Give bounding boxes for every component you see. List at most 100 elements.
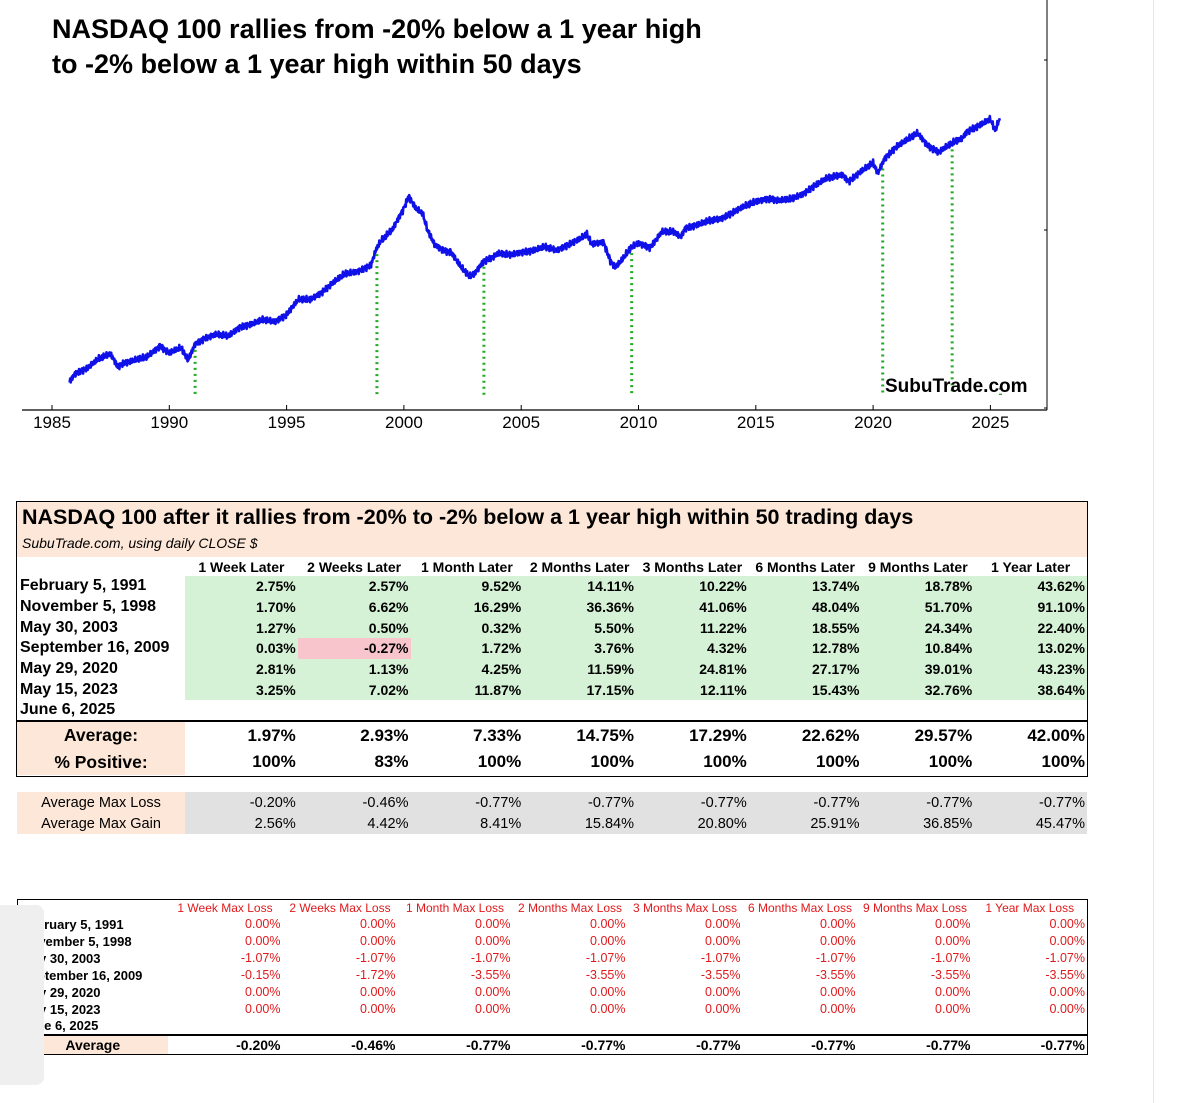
loss-cell: 0.00%	[1049, 917, 1085, 931]
return-cell	[974, 700, 1087, 721]
loss-col-header-9-months-max-loss: 9 Months Max Loss	[862, 900, 968, 915]
return-cell: 2.57%	[297, 576, 411, 597]
loss-cell: -1.07%	[1045, 951, 1085, 965]
loss-col-header-2-weeks-max-loss: 2 Weeks Max Loss	[289, 900, 391, 915]
return-cell	[411, 700, 524, 721]
chart-watermark: SubuTrade.com	[885, 376, 1028, 397]
loss-col-header-3-months-max-loss: 3 Months Max Loss	[632, 900, 738, 915]
x-tick-label-2010: 2010	[620, 413, 658, 432]
loss-average-cell: -0.20%	[236, 1036, 281, 1053]
loss-cell: 0.00%	[245, 917, 281, 931]
return-cell: 18.55%	[748, 617, 862, 639]
return-cell: 11.87%	[410, 679, 524, 701]
average-max-loss-cell: -0.77%	[748, 792, 862, 813]
table-row: May 15, 2023 3.25% 7.02% 11.87% 17.15% 12.11%…	[17, 679, 1087, 701]
return-cell: 12.78%	[748, 638, 862, 659]
loss-cell: 0.00%	[475, 985, 511, 999]
header-blank	[17, 557, 185, 576]
side-panel-tab[interactable]	[0, 905, 44, 1085]
x-tick-label-2015: 2015	[737, 413, 775, 432]
col-header-9-months-later: 9 Months Later	[868, 558, 968, 575]
col-header-2-weeks-later: 2 Weeks Later	[307, 558, 402, 575]
return-cell: 18.78%	[861, 576, 975, 597]
average-max-loss-cell: -0.77%	[861, 792, 975, 813]
return-cell: 38.64%	[974, 679, 1087, 701]
row-date: November 5, 1998	[20, 598, 157, 616]
loss-col-header-1-year-max-loss: 1 Year Max Loss	[985, 900, 1075, 915]
loss-row-date: February 5, 1991	[21, 916, 124, 932]
return-cell: 11.59%	[523, 658, 636, 680]
loss-average-cell: -0.77%	[696, 1036, 741, 1053]
loss-cell: 0.00%	[1049, 985, 1085, 999]
x-tick-label-2000: 2000	[385, 413, 423, 432]
positive-cell: 100%	[252, 752, 296, 772]
loss-table-row: November 5, 1998 0.00% 0.00% 0.00% 0.00% 0.00…	[18, 933, 1088, 950]
loss-cell: 0.00%	[935, 1002, 971, 1016]
return-cell: 11.22%	[636, 617, 749, 639]
col-header-3-months-later: 3 Months Later	[642, 558, 743, 575]
x-tick-label-2005: 2005	[502, 413, 540, 432]
row-date: May 15, 2023	[20, 680, 118, 698]
average-max-loss-cell: -0.77%	[636, 792, 749, 813]
loss-cell: 0.00%	[820, 1002, 856, 1016]
summary-title-bar	[17, 502, 1087, 557]
signal-lines-group	[193, 149, 1002, 395]
return-cell: 43.23%	[974, 658, 1087, 680]
loss-cell: -0.15%	[240, 968, 281, 982]
return-cell	[862, 700, 975, 721]
average-max-gain-cell: 45.47%	[974, 813, 1087, 834]
average-cell: 1.97%	[247, 725, 296, 745]
max-loss-gain-table: Average Max Loss -0.20% -0.46% -0.77% -0.77%…	[17, 792, 1087, 834]
loss-col-header-6-months-max-loss: 6 Months Max Loss	[747, 900, 853, 915]
loss-cell: 0.00%	[1049, 1002, 1085, 1016]
x-tick-label-1990: 1990	[150, 413, 188, 432]
loss-cell: 0.00%	[360, 934, 396, 948]
average-cell: 7.33%	[473, 725, 522, 745]
return-cell: 6.62%	[297, 596, 411, 618]
return-cell	[185, 700, 298, 721]
x-tick-label-1985: 1985	[33, 413, 71, 432]
loss-cell	[513, 1018, 628, 1035]
loss-cell: 0.00%	[590, 1002, 626, 1016]
loss-cell	[168, 1018, 283, 1035]
return-cell: 0.03%	[185, 638, 298, 659]
return-cell: 15.43%	[748, 679, 862, 701]
row-date: June 6, 2025	[20, 700, 116, 718]
row-date: May 29, 2020	[20, 660, 118, 678]
table-row: September 16, 2009 0.03% -0.27% 1.72% 3.76% 4…	[17, 638, 1087, 659]
loss-table-row: May 29, 2020 0.00% 0.00% 0.00% 0.00% 0.00% 0.0…	[18, 984, 1088, 1001]
loss-cell: 0.00%	[820, 985, 856, 999]
loss-cell	[858, 1018, 973, 1035]
return-cell: 39.01%	[861, 658, 975, 680]
loss-cell: -3.55%	[585, 968, 626, 982]
row-date: February 5, 1991	[20, 577, 147, 595]
average-row: Average: 1.97% 2.93% 7.33% 14.75% 17.29% 22.62…	[17, 720, 1087, 750]
row-date: September 16, 2009	[20, 639, 170, 657]
loss-cell: 0.00%	[1049, 934, 1085, 948]
loss-cell: 0.00%	[475, 934, 511, 948]
loss-cell: -3.55%	[930, 968, 971, 982]
average-cell: 42.00%	[1027, 725, 1085, 745]
return-cell: 13.74%	[748, 576, 862, 597]
col-header-1-year-later: 1 Year Later	[991, 558, 1071, 575]
return-cell: -0.27%	[297, 638, 411, 659]
loss-cell: 0.00%	[245, 934, 281, 948]
chart-title: NASDAQ 100 rallies from -20% below a 1 y…	[52, 14, 702, 79]
loss-cell: -3.55%	[1045, 968, 1085, 982]
col-header-1-month-later: 1 Month Later	[420, 558, 513, 575]
return-cell: 17.15%	[523, 679, 636, 701]
return-cell	[636, 700, 749, 721]
loss-cell: -1.07%	[240, 951, 281, 965]
table-row: February 5, 1991 2.75% 2.57% 9.52% 14.11% 10.…	[17, 576, 1087, 597]
loss-cell: 0.00%	[475, 917, 511, 931]
loss-cell: 0.00%	[245, 1002, 281, 1016]
loss-col-header-1-week-max-loss: 1 Week Max Loss	[177, 900, 273, 915]
table-row: May 29, 2020 2.81% 1.13% 4.25% 11.59% 24.81% 2…	[17, 658, 1087, 680]
average-label: Average:	[17, 720, 185, 750]
loss-average-cell: -0.77%	[926, 1036, 971, 1053]
return-cell	[523, 700, 636, 721]
loss-cell: 0.00%	[360, 917, 396, 931]
loss-row-date: November 5, 1998	[21, 933, 132, 949]
return-cell: 27.17%	[748, 658, 862, 680]
loss-cell: -3.55%	[700, 968, 741, 982]
